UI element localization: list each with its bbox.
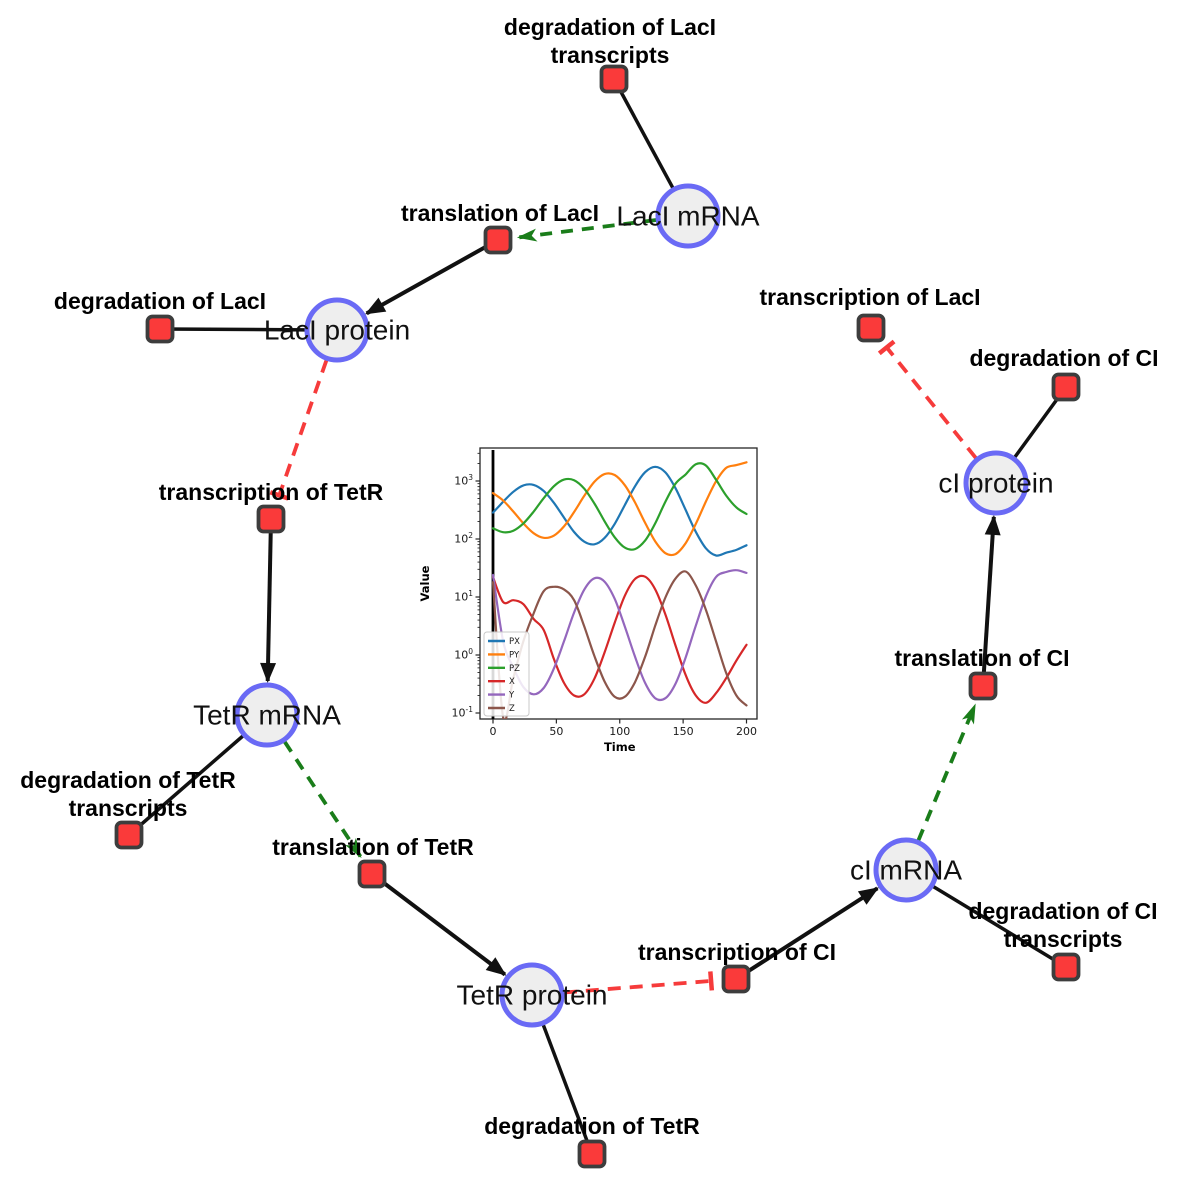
- reaction-node-transcr_ci: [721, 964, 751, 994]
- species-node-laci_protein: [304, 297, 370, 363]
- edge-product-transcr_ci-ci_mrna: [734, 886, 880, 981]
- series-line-Z: [491, 570, 748, 719]
- reaction-label-deg_laci_tr-line1: degradation of LacI: [504, 14, 716, 40]
- reaction-node-transl_tetr: [357, 859, 387, 889]
- legend-label-Y: Y: [508, 691, 515, 701]
- legend-label-PZ: PZ: [509, 664, 520, 674]
- species-label-ci_mrna: cI mRNA: [850, 855, 962, 886]
- edges-layer: [127, 78, 1068, 1155]
- reaction-node-deg_ci: [1051, 372, 1081, 402]
- reaction-label-transcr_laci: transcription of LacI: [759, 284, 980, 310]
- series-line-X: [491, 574, 748, 704]
- reaction-label-deg_ci_tr-line2: transcripts: [1004, 926, 1123, 952]
- reaction-label-transl_tetr: translation of TetR: [272, 834, 474, 860]
- reaction-node-deg_laci_tr: [599, 64, 629, 94]
- series-line-PX: [491, 465, 748, 557]
- edge-modifier-ci_mrna-transl_ci: [916, 703, 977, 842]
- series-line-PZ: [491, 462, 748, 551]
- x-tick-label-0: 0: [490, 725, 497, 738]
- edge-reactant-laci_mrna-deg_laci_tr: [612, 78, 675, 189]
- species-node-tetr_protein: [499, 962, 565, 1028]
- edge-reactant-tetr_protein-deg_tetr: [541, 1024, 594, 1155]
- species-node-laci_mrna: [655, 183, 721, 249]
- reaction-label-transl_laci: translation of LacI: [401, 200, 599, 226]
- y-axis-title: Value: [418, 565, 432, 601]
- reaction-node-deg_laci: [145, 314, 175, 344]
- edge-product-transl_tetr-tetr_protein: [370, 872, 507, 977]
- chart-legend-box: [483, 631, 530, 717]
- species-nodes-layer: [234, 183, 1029, 1028]
- x-tick-label-50: 50: [549, 725, 563, 738]
- reaction-label-deg_tetr_tr-line2: transcripts: [69, 795, 188, 821]
- reaction-label-transcr_tetr: transcription of TetR: [159, 479, 384, 505]
- edge-reactant-ci_mrna-deg_ci_tr: [932, 885, 1067, 969]
- species-label-ci_protein: cI protein: [938, 468, 1053, 499]
- legend-label-PX: PX: [509, 637, 520, 647]
- reaction-label-deg_ci_tr-line1: degradation of CI: [968, 898, 1157, 924]
- reaction-node-deg_tetr: [577, 1139, 607, 1169]
- chart-series-layer: [491, 461, 748, 719]
- species-node-ci_protein: [963, 450, 1029, 516]
- inset-chart: 0 50 100 150 20010-1100101102103TimeValuePXP…: [408, 428, 777, 759]
- edge-inhibition-ci_protein-transcr_laci: [877, 339, 978, 460]
- species-label-tetr_mrna: TetR mRNA: [193, 700, 341, 731]
- edge-modifier-laci_mrna-transl_laci: [516, 218, 657, 242]
- chart-axes-box: [479, 447, 758, 720]
- reaction-label-deg_tetr_tr-line1: degradation of TetR: [20, 767, 236, 793]
- labels-layer: LacI mRNA LacI protein TetR mRNA TetR prote…: [20, 14, 1158, 1139]
- edge-modifier-tetr_mrna-transl_tetr: [283, 740, 363, 859]
- x-tick-label-100: 100: [609, 725, 630, 738]
- legend-label-Z: Z: [509, 704, 515, 714]
- x-axis-title: Time: [604, 740, 636, 754]
- edge-product-transcr_tetr-tetr_mrna: [260, 518, 277, 684]
- edge-inhibition-tetr_protein-transcr_ci: [563, 971, 715, 995]
- reaction-node-deg_tetr_tr: [114, 820, 144, 850]
- reaction-label-transcr_ci: transcription of CI: [638, 939, 836, 965]
- edge-product-transl_laci-laci_protein: [364, 238, 499, 316]
- reaction-label-deg_ci: degradation of CI: [969, 345, 1158, 371]
- edge-reactant-laci_protein-deg_laci: [159, 327, 306, 332]
- series-line-PY: [491, 461, 748, 557]
- edge-product-transl_ci-ci_protein: [981, 514, 1001, 687]
- species-node-tetr_mrna: [234, 682, 300, 748]
- reaction-label-deg_laci_tr-line2: transcripts: [551, 42, 670, 68]
- species-label-tetr_protein: TetR protein: [457, 980, 608, 1011]
- species-label-laci_protein: LacI protein: [264, 315, 410, 346]
- reaction-node-transl_ci: [968, 671, 998, 701]
- reaction-node-transcr_tetr: [256, 504, 286, 534]
- edge-inhibition-laci_protein-transcr_tetr: [269, 359, 329, 501]
- reaction-node-transl_laci: [483, 225, 513, 255]
- reaction-label-deg_laci: degradation of LacI: [54, 288, 266, 314]
- reaction-nodes-layer: [114, 64, 1081, 1169]
- legend-label-X: X: [509, 677, 515, 687]
- series-line-Y: [491, 569, 748, 702]
- x-tick-label-150: 150: [673, 725, 694, 738]
- reaction-label-transl_ci: translation of CI: [894, 645, 1069, 671]
- x-tick-label-200: 200: [736, 725, 757, 738]
- reaction-node-deg_ci_tr: [1051, 952, 1081, 982]
- legend-label-PY: PY: [509, 650, 520, 660]
- edge-reactant-tetr_mrna-deg_tetr_tr: [127, 734, 245, 837]
- reaction-label-deg_tetr: degradation of TetR: [484, 1113, 700, 1139]
- species-node-ci_mrna: [873, 837, 939, 903]
- reaction-node-transcr_laci: [856, 313, 886, 343]
- species-label-laci_mrna: LacI mRNA: [616, 201, 759, 232]
